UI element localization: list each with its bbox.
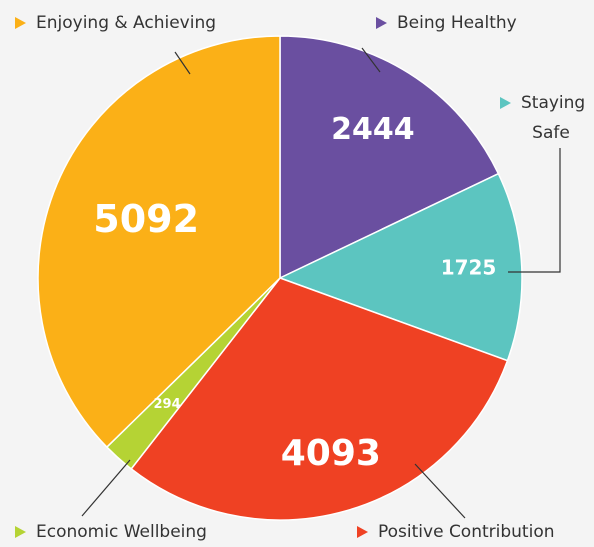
leader-line xyxy=(508,148,561,273)
pie-slice xyxy=(37,35,281,449)
legend-label: Being Healthy xyxy=(397,13,517,33)
leader-line xyxy=(361,47,381,73)
value-label: 4093 xyxy=(281,433,381,474)
pie xyxy=(37,35,523,521)
value-label: 294 xyxy=(154,397,181,412)
pie-slice xyxy=(130,277,509,521)
pie-slice xyxy=(279,35,500,280)
legend-item: Economic Wellbeing xyxy=(15,517,207,547)
legend-item: Staying Safe xyxy=(500,88,586,148)
legend-marker xyxy=(376,17,387,29)
legend-label: Enjoying & Achieving xyxy=(36,13,217,33)
value-label: 2444 xyxy=(331,112,415,147)
legend-marker xyxy=(357,526,368,538)
legend-item: Being Healthy xyxy=(376,8,517,38)
legend-label: Positive Contribution xyxy=(378,522,555,542)
value-label: 5092 xyxy=(93,197,199,241)
pie-slice xyxy=(278,172,523,362)
legend-label: Economic Wellbeing xyxy=(36,522,207,542)
leader-line xyxy=(414,463,466,519)
leader-line xyxy=(174,51,191,75)
legend-marker xyxy=(500,97,511,109)
value-label: 1725 xyxy=(441,255,497,279)
legend-marker xyxy=(15,17,26,29)
legend-label: Staying Safe xyxy=(521,93,586,143)
legend-item: Positive Contribution xyxy=(357,517,555,547)
leader-line xyxy=(81,459,131,517)
legend-marker xyxy=(15,526,26,538)
legend-item: Enjoying & Achieving xyxy=(15,8,216,38)
